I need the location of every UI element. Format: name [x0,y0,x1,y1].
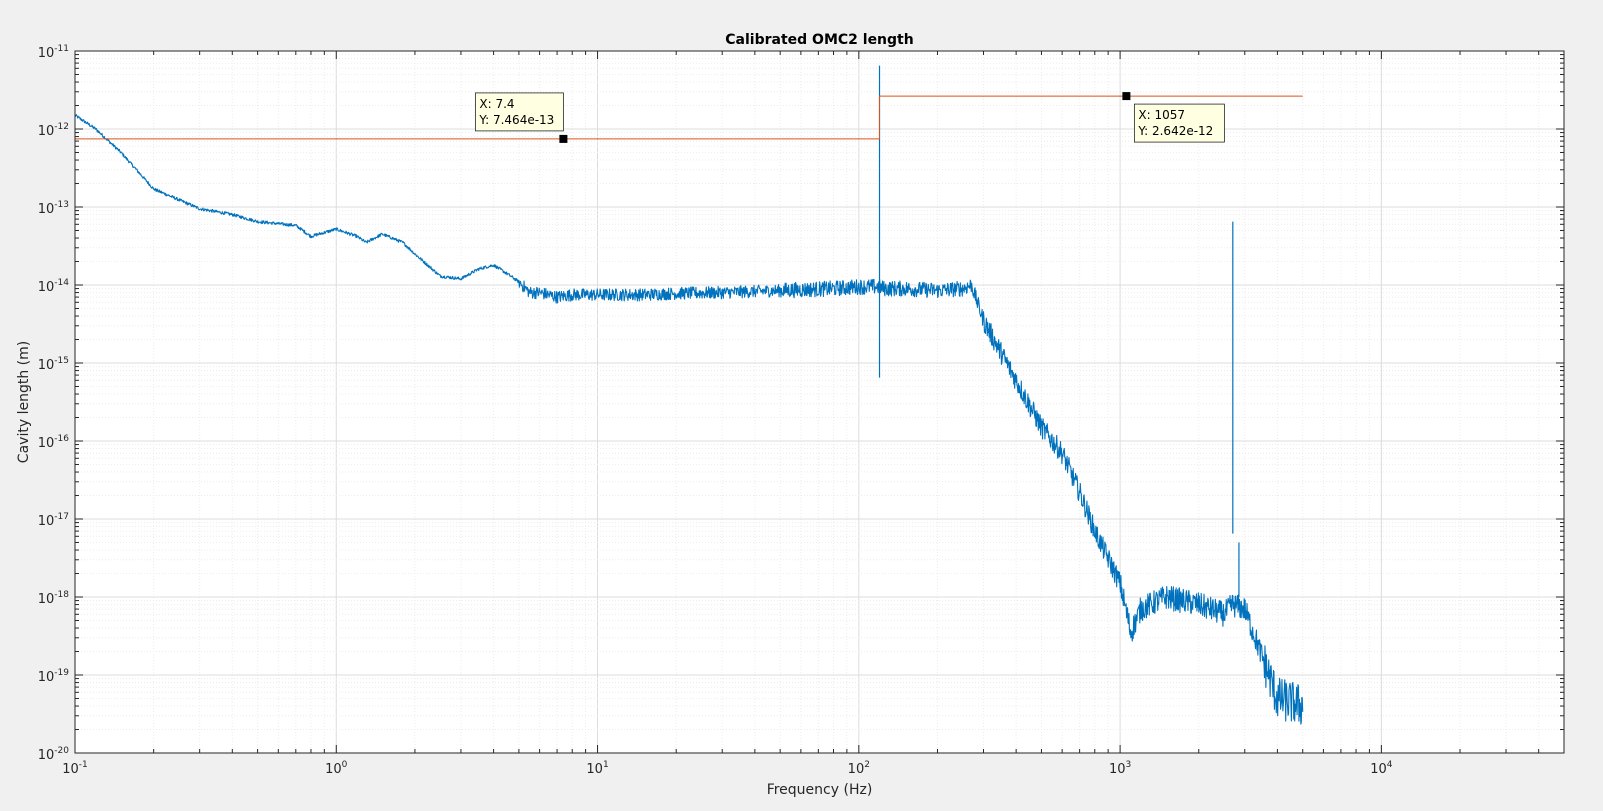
datatip-x-label: X: 1057 [1138,108,1185,122]
tick-labels: 10-1 100 101 102 103 104 10-11 10-12 10-13 10-14 1… [38,44,1393,777]
y-tick-label: 10-16 [38,434,70,451]
datatip-marker [1122,92,1131,101]
datatip-box [474,92,564,132]
x-tick-label: 101 [586,760,608,777]
y-tick-label: 10-11 [38,44,69,61]
x-tick-label: 100 [325,760,348,777]
rms-series-line [75,95,1303,140]
y-tick-label: 10-13 [38,200,69,217]
datatips: X: 7.4 Y: 7.464e-13 X: 1057 Y: 2.642e-12 [474,92,1225,143]
datatip-x-label: X: 7.4 [479,97,514,111]
chart-title: Calibrated OMC2 length [725,32,913,48]
axes-box [74,50,1565,754]
grid [74,50,1565,754]
axes-background [75,51,1564,753]
x-tick-label: 104 [1370,760,1393,777]
y-tick-label: 10-14 [38,278,70,295]
y-tick-label: 10-20 [38,746,70,763]
x-tick-label: 102 [848,760,870,777]
ticks [74,50,1565,754]
datatip-y-label: Y: 2.642e-12 [1137,124,1213,138]
y-tick-label: 10-15 [38,356,69,373]
y-tick-label: 10-19 [38,668,70,685]
y-tick-label: 10-12 [38,122,69,139]
x-tick-label: 103 [1109,760,1131,777]
datatip-marker [559,134,568,143]
datatip-box [1133,103,1225,143]
y-axis-label: Cavity length (m) [16,341,32,463]
x-tick-label: 10-1 [62,760,88,777]
asd-series-line [74,114,1304,725]
x-axis-label: Frequency (Hz) [767,782,873,798]
y-tick-label: 10-17 [38,512,69,529]
plot-area [74,65,1304,725]
datatip-y-label: Y: 7.464e-13 [478,113,554,127]
y-tick-label: 10-18 [38,590,70,607]
